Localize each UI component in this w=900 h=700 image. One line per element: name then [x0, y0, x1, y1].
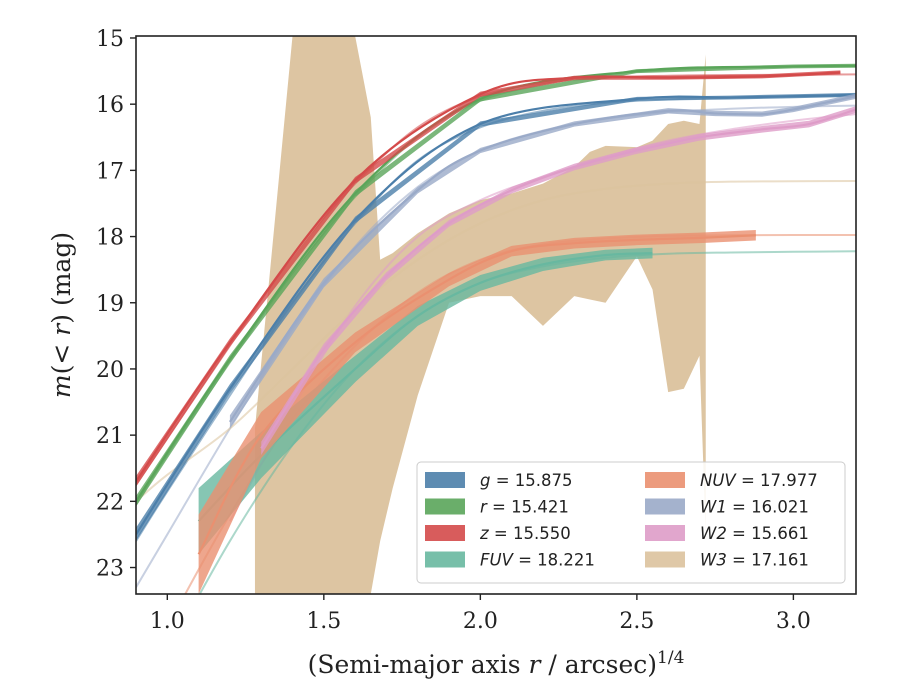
- y-tick-label: 16: [96, 93, 124, 118]
- legend: g = 15.875 r = 15.421 z = 15.550 FUV = 18.2…: [416, 461, 846, 584]
- legend-entry-g: g = 15.875: [480, 471, 573, 490]
- x-tick-label: 2.0: [463, 609, 498, 634]
- x-tick-label: 1.5: [306, 609, 341, 634]
- y-tick-label: 17: [96, 159, 124, 184]
- series-data-band-w2: [261, 106, 856, 455]
- legend-entry-r: r = 15.421: [480, 498, 569, 517]
- legend-entry-fuv: FUV = 18.221: [480, 551, 595, 570]
- legend-swatch-w1: [645, 498, 685, 515]
- legend-entry-w2: W2 = 15.661: [700, 524, 809, 543]
- y-tick-label: 22: [96, 490, 124, 515]
- y-axis-ticks: 15 16 17 18 19 20 21 22 23: [96, 27, 136, 582]
- series-data-line-w1: [228, 95, 856, 423]
- legend-entry-w1: W1 = 16.021: [700, 498, 809, 517]
- legend-swatch-g: [425, 472, 465, 488]
- legend-swatch-w2: [645, 525, 685, 541]
- y-tick-label: 15: [96, 27, 124, 52]
- y-tick-label: 20: [96, 358, 124, 383]
- y-tick-label: 21: [96, 424, 124, 449]
- y-tick-label: 18: [96, 226, 124, 251]
- series-band-w3: [254, 36, 706, 594]
- plot-frame: [135, 35, 857, 595]
- series-fit-w3: [136, 180, 856, 503]
- legend-entry-w3: W3 = 17.161: [700, 551, 809, 570]
- series-data-band-fuv: [198, 247, 653, 555]
- series-data-line-g: [136, 93, 856, 536]
- y-tick-label: 23: [96, 557, 124, 582]
- legend-frame: [416, 461, 846, 584]
- y-axis-title: m(< r) (mag): [47, 232, 76, 398]
- x-axis-title: (Semi-major axis r / arcsec)1/4: [308, 648, 685, 679]
- model-curve-layer: [136, 64, 856, 594]
- legend-swatch-w3: [645, 551, 685, 568]
- data-band-layer: [136, 63, 856, 594]
- x-axis-ticks: 1.0 1.5 2.0 2.5 3.0: [150, 594, 811, 634]
- legend-entry-nuv: NUV = 17.977: [700, 471, 818, 490]
- legend-entry-z: z = 15.550: [479, 524, 571, 543]
- legend-swatch-r: [425, 498, 465, 515]
- y-tick-label: 19: [96, 292, 124, 317]
- legend-swatch-z: [425, 525, 465, 541]
- legend-swatch-fuv: [425, 551, 465, 568]
- w3-uncertainty-band-layer: [254, 36, 706, 594]
- series-data-line-w2: [260, 108, 856, 449]
- x-tick-label: 3.0: [776, 609, 811, 634]
- series-data-line-z: [136, 71, 841, 483]
- series-data-line-nuv: [197, 234, 756, 555]
- legend-swatch-nuv: [645, 472, 685, 488]
- x-tick-label: 2.5: [619, 609, 654, 634]
- plot-area: [136, 36, 856, 594]
- x-tick-label: 1.0: [150, 609, 185, 634]
